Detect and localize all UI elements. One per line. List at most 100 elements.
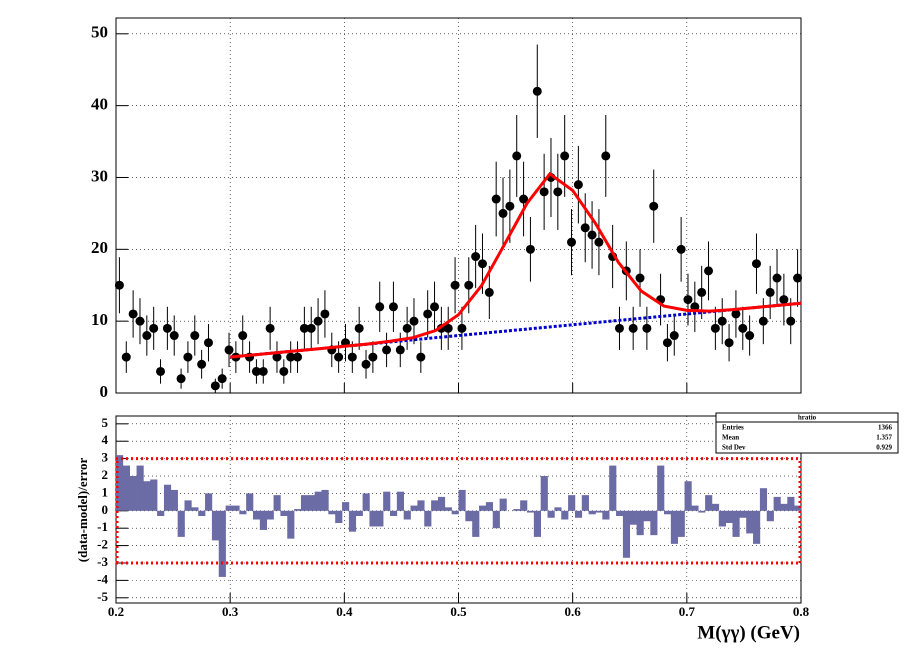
residual-bar [390, 510, 398, 517]
data-point [224, 345, 234, 355]
data-point [162, 323, 172, 333]
y-tick-label: -5 [97, 589, 108, 604]
residual-bar [170, 489, 178, 511]
data-point [361, 359, 371, 369]
residual-bar [458, 489, 466, 511]
data-point [238, 331, 248, 341]
data-point [299, 323, 309, 333]
data-point [416, 352, 426, 362]
data-point [779, 295, 789, 305]
data-point [560, 151, 570, 161]
residual-bar [342, 502, 350, 511]
residual-bar [335, 510, 343, 523]
data-point [375, 302, 385, 312]
data-point [217, 374, 227, 384]
data-point [368, 352, 378, 362]
data-point [786, 316, 796, 326]
data-point [710, 323, 720, 333]
residual-bar [300, 495, 309, 511]
residual-bar [766, 510, 774, 522]
residual-bar [157, 510, 165, 517]
residual-bar [636, 510, 644, 536]
data-point [203, 338, 213, 348]
residual-bar [643, 510, 651, 522]
residual-bar [273, 495, 281, 511]
residual-bar [239, 510, 247, 515]
residual-bar [527, 510, 535, 513]
data-point [169, 331, 179, 341]
stats-label: Mean [722, 434, 739, 442]
residual-bar [581, 495, 589, 511]
data-point [751, 259, 761, 269]
residual-bar [616, 510, 624, 517]
data-point [717, 316, 727, 326]
data-point [382, 345, 392, 355]
data-point [183, 352, 193, 362]
data-point [320, 309, 330, 319]
residual-bar [383, 491, 391, 511]
data-point [409, 316, 419, 326]
residual-bar [588, 510, 596, 515]
residual-bar [218, 510, 226, 577]
residual-bar [225, 505, 233, 511]
x-tick-label: 0.8 [793, 604, 810, 619]
x-axis-title: M(γγ) (GeV) [697, 622, 800, 643]
data-point [525, 244, 535, 254]
residual-bar [794, 505, 802, 511]
data-point [662, 338, 672, 348]
data-point [464, 280, 474, 290]
data-point [519, 194, 529, 204]
data-point [683, 295, 693, 305]
x-tick-label: 0.3 [222, 604, 239, 619]
stats-box [715, 412, 899, 454]
residual-bar [307, 495, 315, 511]
residual-bar [629, 510, 637, 525]
residual-bar [732, 510, 740, 537]
residual-bar [574, 510, 583, 518]
residual-bar [431, 500, 439, 511]
residual-bar [266, 510, 274, 520]
residual-bar [485, 502, 494, 511]
data-point [601, 151, 611, 161]
stats-value: 1.357 [876, 434, 892, 442]
data-point [649, 201, 659, 211]
data-point [690, 302, 700, 312]
residual-bar [129, 476, 137, 511]
data-point [388, 302, 398, 312]
data-point [587, 230, 597, 240]
residual-bar [211, 510, 220, 541]
data-point [251, 366, 261, 376]
residual-bar [664, 510, 672, 515]
data-point [430, 302, 440, 312]
residual-bar [472, 510, 480, 537]
data-point [197, 359, 207, 369]
residual-bar [198, 510, 206, 517]
data-point [676, 244, 686, 254]
data-point [258, 366, 268, 376]
residual-bar [143, 481, 151, 511]
y-tick-label: -1 [97, 519, 108, 534]
residual-bar [205, 493, 213, 511]
residual-bar [287, 510, 295, 539]
y-tick-label: -3 [97, 554, 108, 569]
residual-bar [718, 510, 726, 527]
data-point [190, 331, 200, 341]
residual-bar [479, 505, 487, 511]
data-point [471, 252, 481, 262]
y-tick-label: 5 [102, 415, 109, 430]
data-point [573, 180, 583, 190]
residual-bar [725, 510, 733, 523]
data-point [765, 287, 775, 297]
residual-bar [753, 510, 761, 544]
residual-bar [698, 510, 706, 513]
data-point [484, 287, 494, 297]
data-point [402, 323, 412, 333]
residual-bar [622, 510, 631, 558]
residual-bar [499, 498, 507, 511]
y-tick-label: 20 [91, 238, 108, 257]
data-point [313, 316, 323, 326]
residual-bar [355, 510, 363, 517]
y-tick-label: 4 [102, 432, 109, 447]
stats-value: 1366 [878, 424, 893, 432]
data-point [738, 323, 748, 333]
